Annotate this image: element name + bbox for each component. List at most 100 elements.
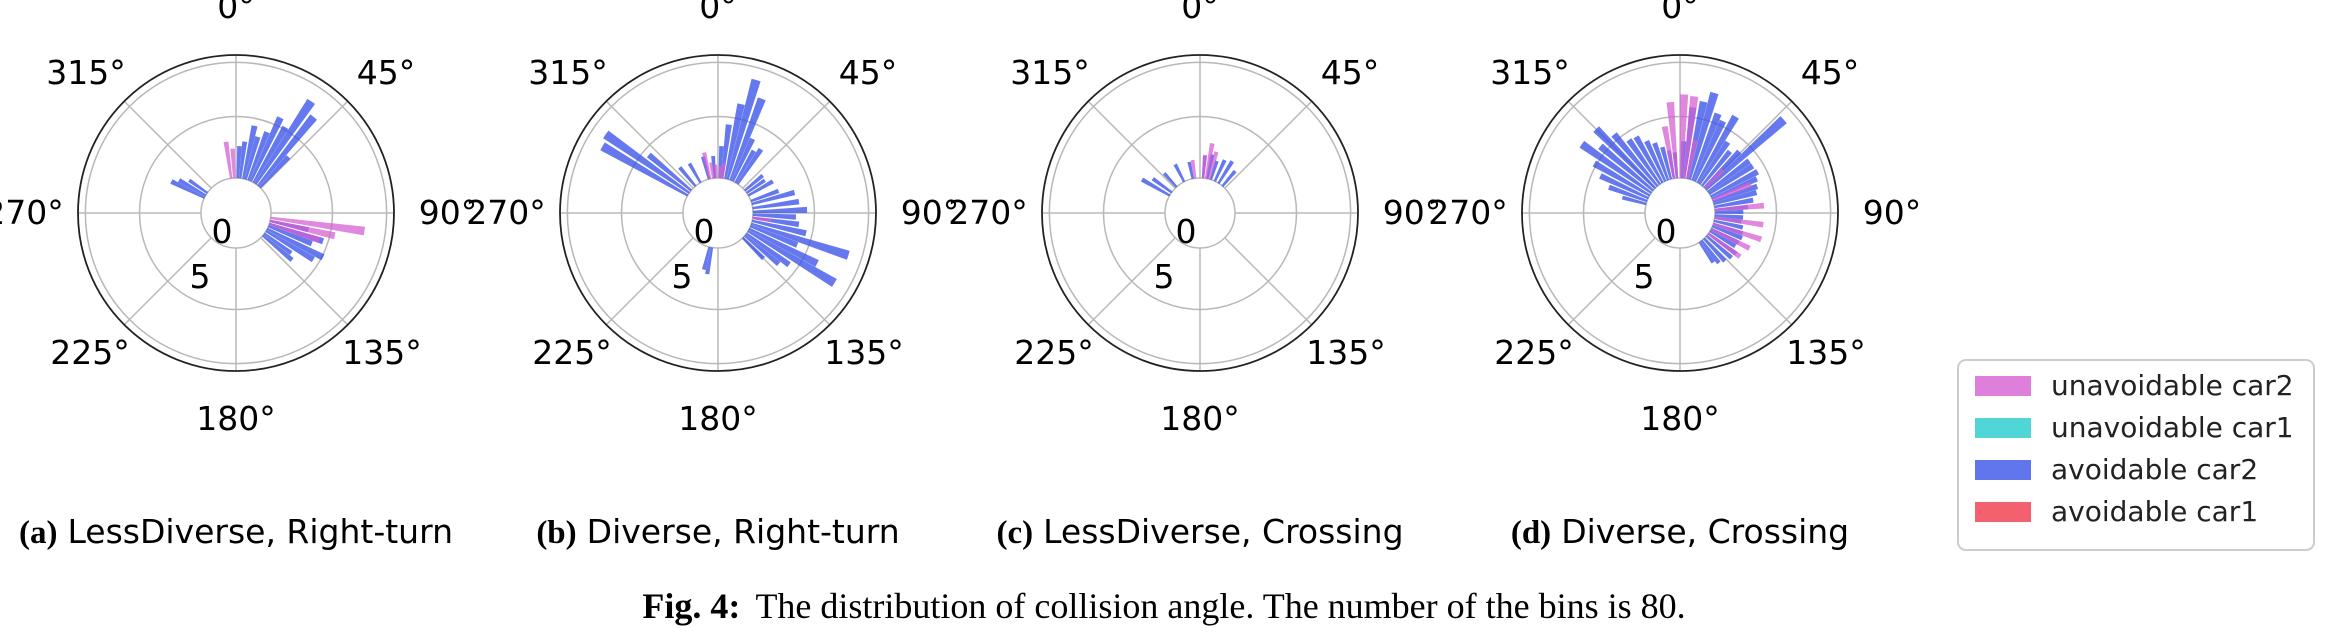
theta-tick-label: 225° bbox=[532, 333, 612, 372]
bar-unavoidable-car2 bbox=[223, 141, 233, 179]
grid-spoke bbox=[260, 100, 349, 189]
bar-avoidable-car2 bbox=[736, 147, 764, 185]
bar-unavoidable-car2 bbox=[1686, 139, 1698, 179]
bar-avoidable-car2 bbox=[1700, 239, 1721, 265]
bar-avoidable-car2 bbox=[748, 227, 819, 267]
bar-avoidable-car2 bbox=[752, 206, 808, 213]
bar-avoidable-car2 bbox=[1707, 158, 1751, 193]
theta-tick-label: 270° bbox=[1428, 193, 1508, 232]
grid-spoke bbox=[1567, 237, 1656, 326]
bar-unavoidable-car2 bbox=[702, 152, 712, 180]
bar-avoidable-car2 bbox=[1691, 112, 1722, 181]
bar-avoidable-car2 bbox=[1688, 91, 1719, 180]
bar-avoidable-car2 bbox=[1173, 163, 1186, 183]
radial-tick-label: 5 bbox=[1154, 257, 1175, 296]
subcaption: (c) LessDiverse, Crossing bbox=[996, 512, 1403, 551]
bar-avoidable-car2 bbox=[745, 232, 791, 268]
radial-tick-label: 5 bbox=[190, 257, 211, 296]
bar-avoidable-car2 bbox=[178, 178, 207, 197]
subcaption-title: LessDiverse, Right-turn bbox=[67, 512, 453, 551]
bar-unavoidable-car2 bbox=[1712, 181, 1753, 201]
bar-unavoidable-car2 bbox=[269, 219, 336, 240]
bar-avoidable-car2 bbox=[262, 234, 294, 262]
grid-spoke bbox=[260, 237, 349, 326]
theta-tick-label: 225° bbox=[1014, 333, 1094, 372]
bar-avoidable-car2 bbox=[266, 227, 325, 261]
bar-avoidable-car2 bbox=[263, 232, 293, 255]
subcaption-title: Diverse, Right-turn bbox=[587, 512, 900, 551]
legend-swatch bbox=[1975, 376, 2031, 396]
bar-avoidable-car2 bbox=[1162, 172, 1178, 188]
grid-spoke bbox=[1087, 100, 1176, 189]
bar-avoidable-car2 bbox=[687, 162, 702, 184]
bar-avoidable-car2 bbox=[729, 97, 766, 181]
bar-avoidable-car2 bbox=[724, 103, 745, 179]
subcaption-title: Diverse, Crossing bbox=[1561, 512, 1849, 551]
bar-avoidable-car2 bbox=[744, 234, 781, 266]
legend-label: avoidable car2 bbox=[2051, 453, 2258, 486]
bar-avoidable-car2 bbox=[678, 166, 697, 187]
theta-tick-label: 315° bbox=[1010, 53, 1090, 92]
bar-avoidable-car2 bbox=[1626, 138, 1661, 185]
bar-avoidable-car2 bbox=[1714, 214, 1744, 220]
bar-avoidable-car2 bbox=[1703, 237, 1727, 263]
bar-unavoidable-car2 bbox=[1707, 232, 1742, 259]
bar-avoidable-car2 bbox=[705, 247, 714, 275]
bar-avoidable-car2 bbox=[254, 98, 315, 185]
polar-chart-4: 0° 45° 90° 135° 180° 225° 270° 315° 05 (d) Diverse… bbox=[1428, 0, 1921, 551]
bar-avoidable-car2 bbox=[746, 178, 766, 194]
bar-unavoidable-car2 bbox=[1190, 159, 1197, 179]
bar-avoidable-car2 bbox=[1652, 142, 1670, 181]
bar-avoidable-car2 bbox=[731, 137, 755, 182]
theta-tick-label: 0° bbox=[1181, 0, 1219, 26]
subcaption-title: LessDiverse, Crossing bbox=[1043, 512, 1403, 551]
theta-tick-label: 315° bbox=[46, 53, 126, 92]
grid-spoke bbox=[605, 100, 694, 189]
bar-avoidable-car2 bbox=[236, 146, 242, 179]
bar-avoidable-car2 bbox=[257, 114, 317, 187]
grid-spoke bbox=[1087, 237, 1176, 326]
bar-avoidable-car2 bbox=[1611, 132, 1659, 187]
bar-unavoidable-car2 bbox=[1207, 151, 1219, 180]
bar-avoidable-car2 bbox=[750, 225, 799, 248]
bar-avoidable-car2 bbox=[702, 246, 711, 271]
legend-label: unavoidable car1 bbox=[2051, 411, 2294, 444]
bar-unavoidable-car2 bbox=[752, 216, 772, 223]
bar-avoidable-car2 bbox=[1151, 177, 1173, 194]
legend-swatch bbox=[1975, 460, 2031, 480]
svg-text:Fig. 4: The distribution: Fig. 4: The distribution of collision an… bbox=[642, 586, 1685, 626]
legend-frame bbox=[1957, 359, 2315, 551]
theta-tick-label: 0° bbox=[1661, 0, 1699, 26]
polar-spine bbox=[1041, 54, 1359, 372]
bar-avoidable-car2 bbox=[1705, 116, 1787, 191]
bar-avoidable-car2 bbox=[1713, 219, 1744, 230]
legend: unavoidable car2 unavoidable car1 avoidabl… bbox=[1957, 359, 2315, 551]
bar-unavoidable-car2 bbox=[270, 216, 365, 236]
bar-unavoidable-car2 bbox=[1712, 222, 1763, 243]
grid-spoke bbox=[605, 237, 694, 326]
bar-avoidable-car2 bbox=[1598, 143, 1654, 192]
bar-avoidable-car2 bbox=[242, 125, 258, 179]
bar-unavoidable-car2 bbox=[1710, 227, 1751, 251]
bar-avoidable-car2 bbox=[1709, 230, 1737, 249]
caption-text: The distribution of collision angle. The… bbox=[755, 586, 1685, 626]
subcaption: (a) LessDiverse, Right-turn bbox=[19, 512, 453, 551]
bar-avoidable-car2 bbox=[1213, 159, 1227, 182]
polar-chart-3: 0° 45° 90° 135° 180° 225° 270° 315° 05 (c) LessDiv… bbox=[948, 0, 1441, 551]
legend-label: unavoidable car2 bbox=[2051, 369, 2294, 402]
grid-spoke bbox=[742, 100, 831, 189]
radial-tick-label: 5 bbox=[1634, 257, 1655, 296]
theta-tick-label: 180° bbox=[678, 399, 758, 438]
bar-avoidable-car2 bbox=[1621, 195, 1647, 206]
bar-avoidable-car2 bbox=[244, 136, 261, 180]
bar-unavoidable-car2 bbox=[1680, 94, 1689, 179]
bar-unavoidable-car2 bbox=[718, 165, 723, 179]
bar-avoidable-car2 bbox=[741, 236, 766, 261]
polar-spine bbox=[1521, 54, 1839, 372]
bar-avoidable-car2 bbox=[1705, 235, 1733, 260]
radial-tick-label: 0 bbox=[212, 212, 233, 251]
grid-spoke bbox=[123, 100, 212, 189]
theta-tick-label: 225° bbox=[1494, 333, 1574, 372]
bar-avoidable-car2 bbox=[1599, 173, 1649, 200]
theta-tick-label: 135° bbox=[342, 333, 422, 372]
